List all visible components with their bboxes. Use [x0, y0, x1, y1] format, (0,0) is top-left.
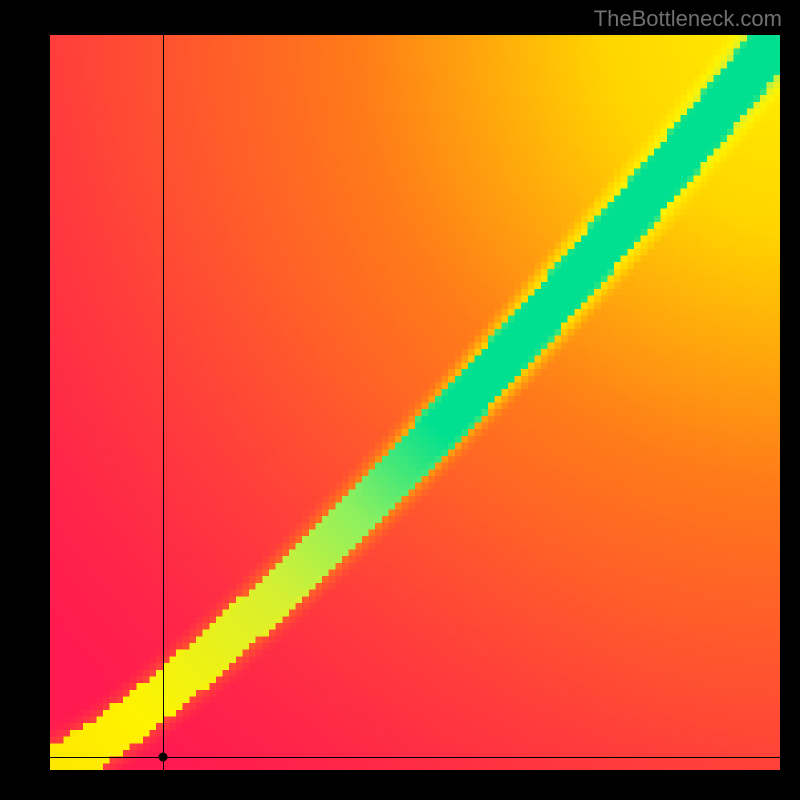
crosshair-vertical: [163, 35, 164, 770]
heatmap-plot: [50, 35, 780, 770]
crosshair-dot: [159, 752, 168, 761]
watermark-text: TheBottleneck.com: [594, 6, 782, 32]
heatmap-canvas: [50, 35, 780, 770]
